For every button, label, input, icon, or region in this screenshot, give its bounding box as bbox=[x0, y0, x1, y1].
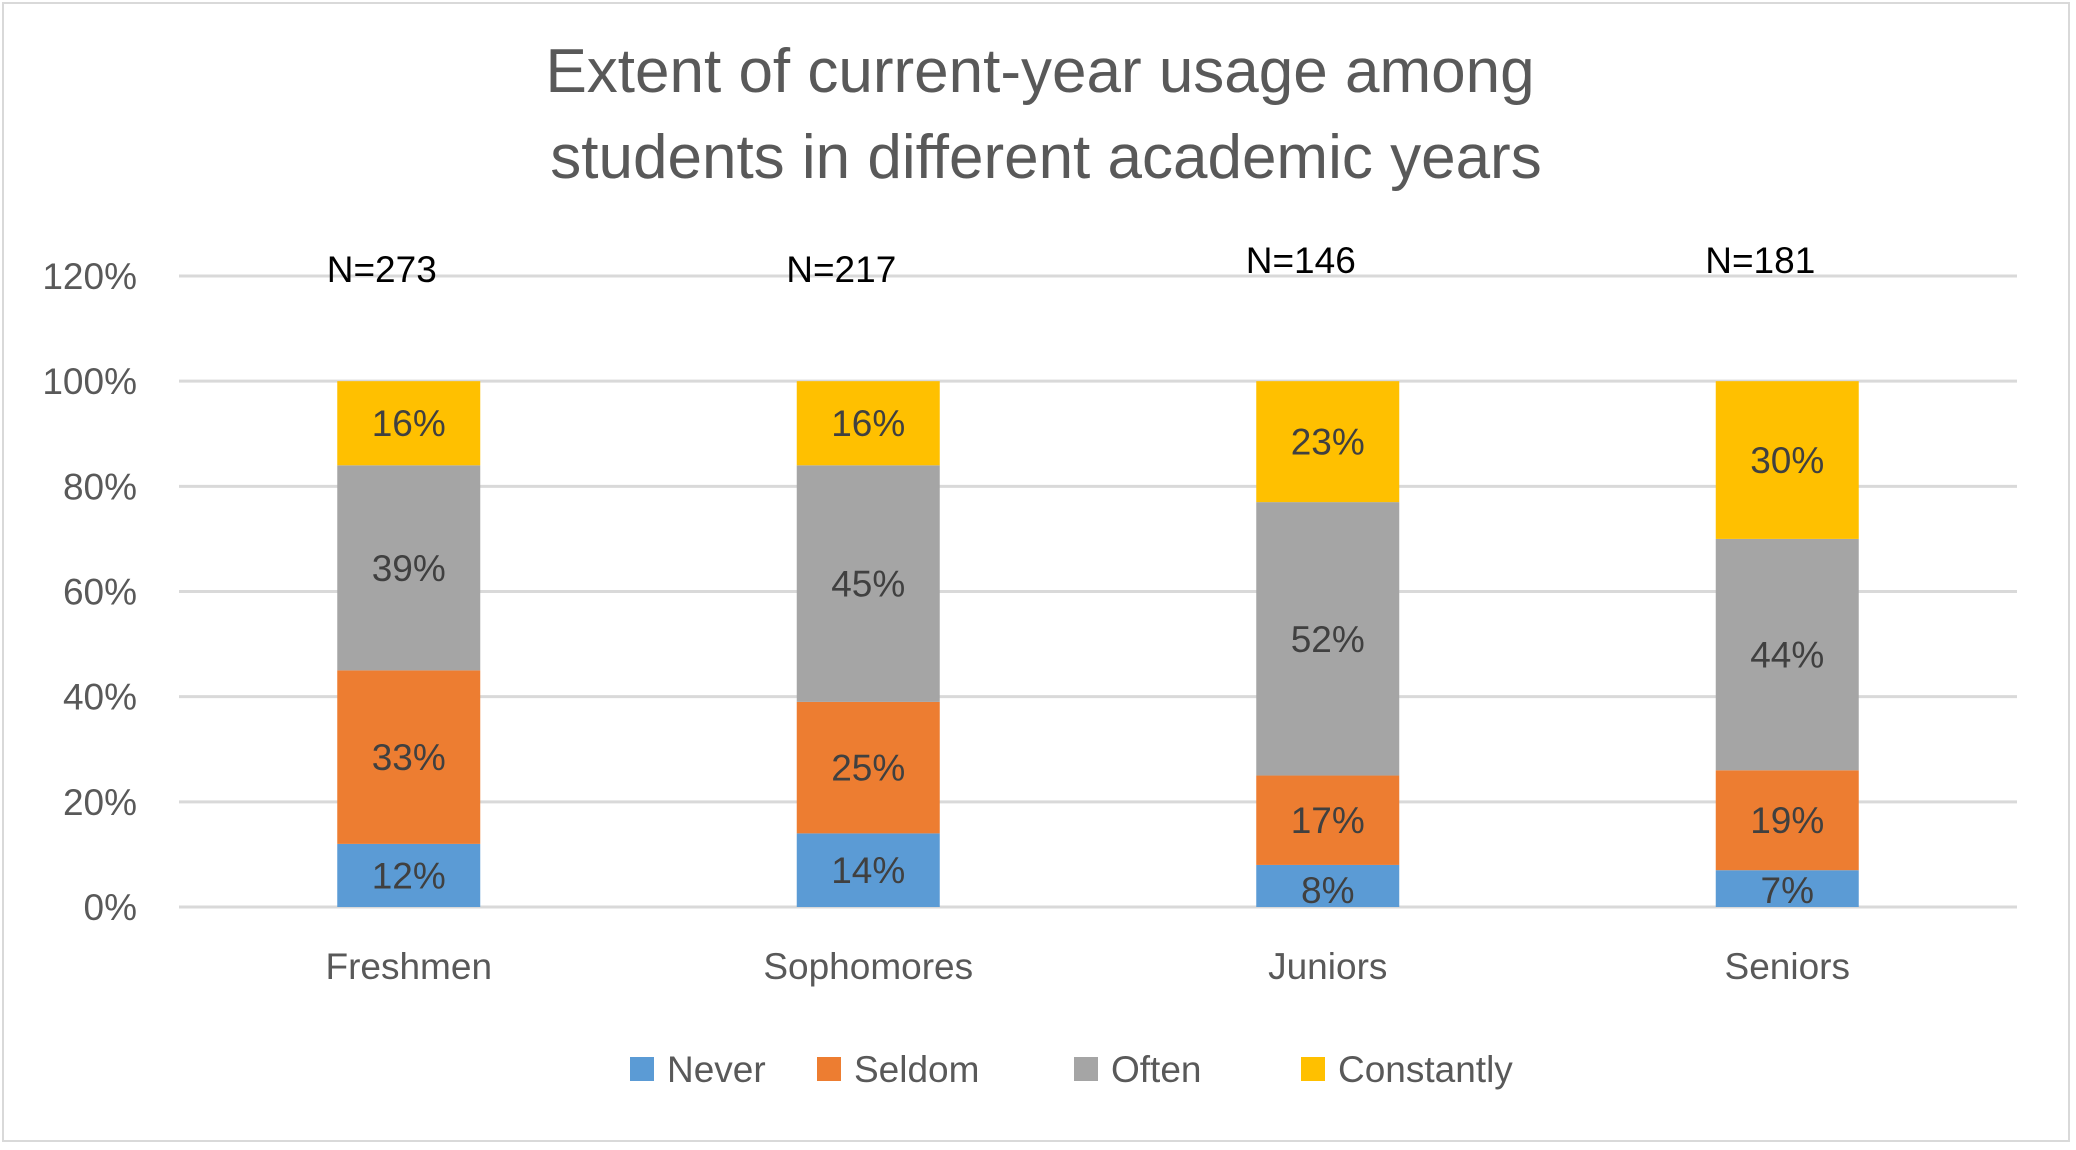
data-label: 19% bbox=[1750, 800, 1824, 841]
data-label: 45% bbox=[831, 564, 905, 605]
sample-size-label: N=273 bbox=[327, 249, 437, 290]
x-category-label: Seniors bbox=[1725, 946, 1850, 987]
bar-segment-seldom bbox=[1256, 775, 1400, 865]
bar-segment-never bbox=[796, 833, 940, 907]
data-label: 33% bbox=[372, 737, 446, 778]
bar-segment-constantly bbox=[1715, 381, 1859, 539]
legend-label-seldom: Seldom bbox=[854, 1049, 979, 1090]
bar-segment-often bbox=[1715, 538, 1859, 771]
y-tick-label: 80% bbox=[63, 466, 137, 507]
data-label: 12% bbox=[372, 855, 446, 896]
bar-segment-often bbox=[337, 465, 481, 671]
bar-segment-constantly bbox=[1256, 381, 1400, 503]
bar-segment-constantly bbox=[796, 381, 940, 466]
bar-segment-never bbox=[1715, 870, 1859, 907]
bar-segment-often bbox=[796, 465, 940, 702]
bar-segment-constantly bbox=[337, 381, 481, 466]
y-tick-label: 120% bbox=[42, 256, 137, 297]
sample-size-label: N=217 bbox=[786, 249, 896, 290]
legend-swatch-often bbox=[1074, 1057, 1098, 1081]
bar-segment-never bbox=[337, 843, 481, 907]
y-tick-label: 100% bbox=[42, 361, 137, 402]
data-label: 23% bbox=[1291, 422, 1365, 463]
legend-label-never: Never bbox=[667, 1049, 766, 1090]
data-label: 25% bbox=[831, 748, 905, 789]
y-tick-label: 60% bbox=[63, 572, 137, 613]
bar-segment-seldom bbox=[337, 670, 481, 844]
bar-segment-never bbox=[1256, 864, 1400, 907]
data-label: 17% bbox=[1291, 800, 1365, 841]
data-label: 44% bbox=[1750, 635, 1824, 676]
legend-swatch-never bbox=[630, 1057, 654, 1081]
legend-swatch-constantly bbox=[1301, 1057, 1325, 1081]
sample-size-label: N=181 bbox=[1705, 240, 1815, 281]
bar-segment-seldom bbox=[796, 701, 940, 834]
legend-swatch-seldom bbox=[817, 1057, 841, 1081]
bar-segment-often bbox=[1256, 502, 1400, 776]
data-label: 16% bbox=[372, 403, 446, 444]
data-label: 52% bbox=[1291, 619, 1365, 660]
data-label: 14% bbox=[831, 850, 905, 891]
data-label: 30% bbox=[1750, 440, 1824, 481]
data-label: 8% bbox=[1301, 870, 1354, 911]
data-label: 39% bbox=[372, 548, 446, 589]
data-label: 7% bbox=[1761, 870, 1814, 911]
bar-segment-seldom bbox=[1715, 770, 1859, 871]
legend-label-often: Often bbox=[1111, 1049, 1202, 1090]
data-label: 16% bbox=[831, 403, 905, 444]
x-category-label: Juniors bbox=[1268, 946, 1387, 987]
y-tick-label: 20% bbox=[63, 782, 137, 823]
x-category-label: Sophomores bbox=[763, 946, 973, 987]
chart-title-line-1: Extent of current-year usage among bbox=[545, 37, 1534, 106]
sample-size-label: N=146 bbox=[1246, 240, 1356, 281]
x-category-label: Freshmen bbox=[325, 946, 492, 987]
chart-title-line-2: students in different academic years bbox=[550, 123, 1541, 192]
legend-label-constantly: Constantly bbox=[1338, 1049, 1513, 1090]
y-tick-label: 40% bbox=[63, 677, 137, 718]
y-tick-label: 0% bbox=[84, 887, 137, 928]
